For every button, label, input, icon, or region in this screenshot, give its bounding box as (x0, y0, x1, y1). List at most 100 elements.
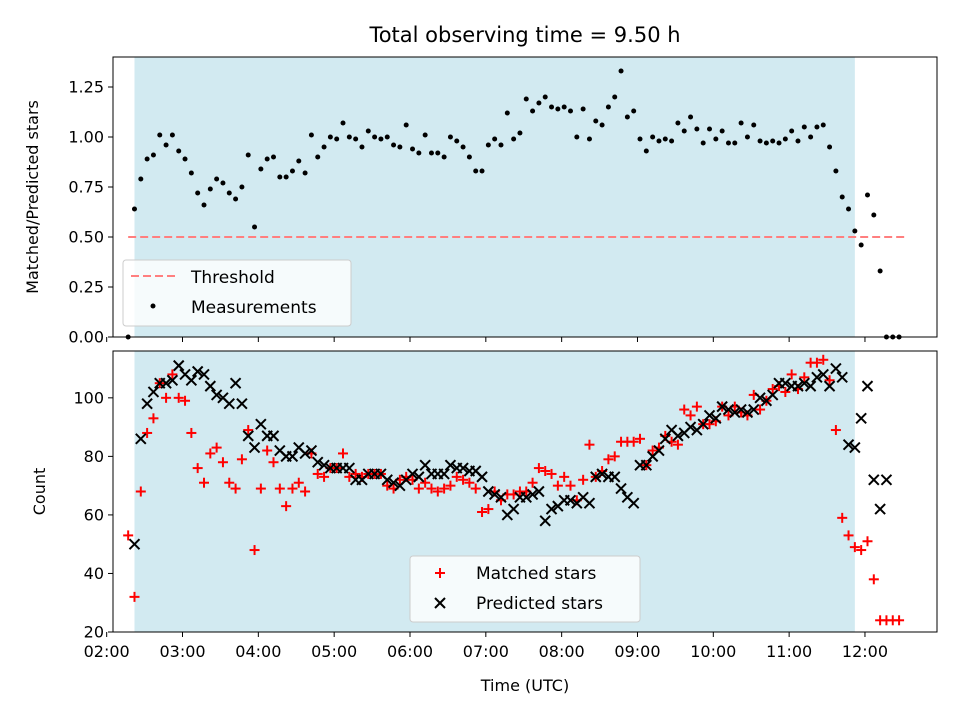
cross-b (703, 409, 716, 422)
matched-star-point (635, 433, 646, 444)
legend-measurements-label: Measurements (191, 298, 317, 318)
predicted-star-point (659, 433, 671, 445)
predicted-star-point (703, 409, 716, 422)
cross-b (419, 459, 431, 471)
top-legend: Threshold Measurements (122, 259, 352, 327)
measurement-point (226, 190, 232, 196)
measurement-point (182, 156, 188, 162)
bottom-panel: 20 40 60 80 100 02:00 03:00 04:00 05:00 06:00 07:… (30, 350, 938, 695)
measurement-point (201, 202, 207, 208)
cross-b (640, 459, 653, 471)
cross-b (615, 482, 627, 495)
predicted-star-point (242, 430, 254, 442)
measurement-point (864, 192, 870, 198)
cross-b (741, 406, 754, 419)
cross-b (729, 406, 741, 419)
predicted-star-point (754, 392, 766, 404)
measurement-point (441, 154, 447, 160)
measurement-point (340, 120, 346, 126)
measurement-point (359, 144, 365, 150)
predicted-star-point (210, 389, 223, 401)
bottom-legend: Matched stars Predicted stars (409, 555, 641, 623)
matched-star-point (894, 615, 905, 626)
y-tick-label: 0.25 (68, 278, 104, 297)
matched-star-point (811, 357, 822, 368)
measurement-point (770, 138, 776, 144)
measurement-point (719, 128, 725, 134)
matched-star-point (148, 413, 159, 424)
matched-star-point (609, 451, 620, 462)
y-tick-label: 0.50 (68, 228, 104, 247)
cross-b (305, 444, 318, 457)
legend-predicted-label: Predicted stars (476, 594, 603, 614)
cross-b (242, 430, 254, 442)
y-tick-label: 40 (84, 564, 104, 583)
measurement-point (479, 168, 485, 174)
cross-b (861, 380, 874, 392)
measurement-point (656, 138, 662, 144)
measurement-point (763, 140, 769, 146)
cross-b (874, 503, 886, 515)
cross-b (659, 433, 671, 445)
predicted-star-point (653, 444, 665, 457)
y-tick-label: 1.25 (68, 78, 104, 97)
measurement-point (233, 196, 239, 202)
x-tick-label: 11:00 (766, 642, 812, 661)
cross-b (495, 491, 507, 504)
measurement-point (334, 136, 340, 142)
cross-b (507, 503, 520, 515)
measurement-point (176, 148, 182, 154)
cross-b (185, 374, 198, 386)
cross-b (836, 371, 848, 384)
matched-star-point (704, 419, 715, 430)
measurement-point (523, 96, 529, 102)
predicted-star-point (299, 447, 311, 460)
predicted-star-point (564, 494, 577, 506)
predicted-star-point (823, 380, 836, 392)
matched-star-point (445, 480, 456, 491)
measurement-point (732, 140, 738, 146)
predicted-star-point (255, 418, 267, 430)
cross-b (684, 421, 697, 433)
cross-b (173, 359, 185, 372)
predicted-star-point (444, 459, 457, 471)
measurement-point (308, 132, 314, 138)
predicted-star-point (488, 488, 501, 501)
cross-b (526, 488, 539, 501)
measurement-point (605, 104, 611, 110)
matched-star-point (205, 448, 216, 459)
cross-b (697, 418, 709, 430)
top-x-axis (106, 337, 866, 342)
bottom-legend-box (409, 555, 641, 623)
measurement-point (707, 126, 713, 132)
measurement-point (555, 106, 561, 112)
measurement-point (327, 134, 333, 140)
y-tick-label: 60 (84, 505, 104, 524)
matched-star-point (464, 477, 475, 488)
measurement-point (163, 142, 169, 148)
matched-star-point (255, 483, 266, 494)
cross-b (533, 485, 545, 498)
predicted-star-point (748, 403, 760, 416)
cross-b (596, 468, 608, 480)
predicted-star-point (286, 450, 299, 463)
cross-b (293, 441, 305, 454)
matched-star-point (123, 530, 134, 541)
measurement-point (700, 140, 706, 146)
measurement-point (239, 184, 245, 190)
predicted-star-point (236, 397, 248, 410)
cross-b (798, 377, 811, 389)
x-tick-label: 08:00 (539, 642, 585, 661)
cross-b (590, 471, 602, 483)
measurement-point (536, 100, 542, 106)
measurement-point (511, 136, 517, 142)
matched-star-point (799, 372, 810, 383)
measurement-point (586, 136, 592, 142)
cross-b (779, 377, 792, 389)
cross-b (128, 538, 141, 550)
predicted-star-point (191, 365, 204, 378)
cross-b (766, 389, 779, 401)
cross-b (754, 392, 766, 404)
measurement-point (688, 114, 694, 120)
predicted-star-point (842, 438, 855, 451)
